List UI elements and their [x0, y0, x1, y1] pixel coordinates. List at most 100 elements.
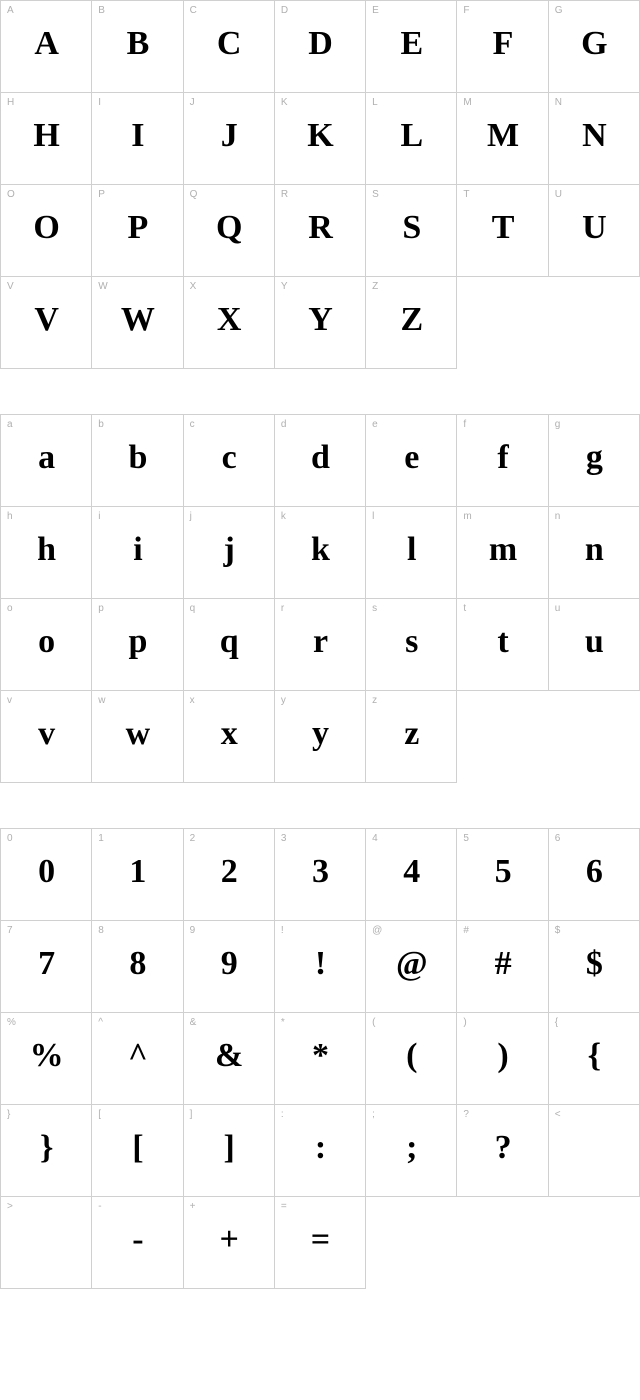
cell-label: 8 [98, 925, 104, 936]
cell-glyph: = [311, 1220, 329, 1258]
glyph-cell: ss [366, 599, 457, 691]
cell-glyph: R [308, 208, 332, 246]
cell-label: E [372, 5, 379, 16]
cell-label: z [372, 695, 377, 706]
cell-label: u [555, 603, 561, 614]
glyph-cell: TT [457, 185, 548, 277]
cell-label: ? [463, 1109, 469, 1120]
cell-glyph: & [215, 1036, 242, 1074]
glyph-cell: 99 [184, 921, 275, 1013]
cell-glyph: 7 [38, 944, 54, 982]
cell-glyph: x [221, 714, 237, 752]
cell-label: ) [463, 1017, 466, 1028]
cell-label: J [190, 97, 195, 108]
cell-label: m [463, 511, 471, 522]
cell-label: # [463, 925, 469, 936]
glyph-cell: dd [275, 415, 366, 507]
glyph-cell: 22 [184, 829, 275, 921]
glyph-cell: > [1, 1197, 92, 1289]
glyph-cell: SS [366, 185, 457, 277]
cell-label: } [7, 1109, 10, 1120]
empty-cell [457, 277, 548, 369]
cell-label: c [190, 419, 195, 430]
cell-glyph: [ [132, 1128, 142, 1166]
cell-label: S [372, 189, 379, 200]
cell-glyph: T [492, 208, 514, 246]
cell-label: ! [281, 925, 284, 936]
cell-label: @ [372, 925, 382, 936]
cell-glyph: } [40, 1128, 52, 1166]
glyph-cell: ?? [457, 1105, 548, 1197]
cell-glyph: e [404, 438, 418, 476]
cell-glyph: I [131, 116, 143, 154]
glyph-cell: ** [275, 1013, 366, 1105]
cell-label: 0 [7, 833, 13, 844]
cell-glyph: P [128, 208, 148, 246]
glyph-cell: !! [275, 921, 366, 1013]
glyph-cell: jj [184, 507, 275, 599]
cell-glyph: 1 [129, 852, 145, 890]
glyph-cell: vv [1, 691, 92, 783]
glyph-cell: -- [92, 1197, 183, 1289]
empty-cell [457, 1197, 548, 1289]
empty-cell [549, 691, 640, 783]
cell-glyph: y [312, 714, 328, 752]
cell-label: 7 [7, 925, 13, 936]
cell-label: L [372, 97, 378, 108]
glyph-cell: DD [275, 1, 366, 93]
glyph-cell: GG [549, 1, 640, 93]
glyph-cell: %% [1, 1013, 92, 1105]
cell-label: T [463, 189, 469, 200]
cell-label: g [555, 419, 561, 430]
cell-label: R [281, 189, 288, 200]
cell-label: a [7, 419, 13, 430]
glyph-cell: ]] [184, 1105, 275, 1197]
glyph-cell: kk [275, 507, 366, 599]
glyph-cell: gg [549, 415, 640, 507]
cell-glyph: K [307, 116, 332, 154]
cell-label: 4 [372, 833, 378, 844]
cell-label: V [7, 281, 14, 292]
cell-label: * [281, 1017, 285, 1028]
cell-glyph: ^ [128, 1036, 147, 1074]
cell-label: s [372, 603, 377, 614]
glyph-cell: hh [1, 507, 92, 599]
glyph-cell: II [92, 93, 183, 185]
cell-label: y [281, 695, 286, 706]
glyph-cell: 55 [457, 829, 548, 921]
glyph-cell: KK [275, 93, 366, 185]
cell-label: h [7, 511, 13, 522]
cell-label: x [190, 695, 195, 706]
cell-glyph: D [308, 24, 332, 62]
cell-glyph: ] [224, 1128, 234, 1166]
cell-glyph: 3 [312, 852, 328, 890]
cell-label: O [7, 189, 15, 200]
empty-cell [549, 1197, 640, 1289]
glyph-cell: rr [275, 599, 366, 691]
empty-cell [457, 691, 548, 783]
cell-glyph: n [585, 530, 603, 568]
cell-glyph: % [30, 1036, 63, 1074]
cell-glyph: E [400, 24, 422, 62]
glyph-cell: ^^ [92, 1013, 183, 1105]
cell-glyph: l [407, 530, 415, 568]
glyph-cell: ;; [366, 1105, 457, 1197]
glyph-cell: qq [184, 599, 275, 691]
cell-label: F [463, 5, 469, 16]
glyph-cell: xx [184, 691, 275, 783]
cell-glyph: H [33, 116, 58, 154]
glyph-cell: ii [92, 507, 183, 599]
cell-glyph: 2 [221, 852, 237, 890]
cell-glyph: v [38, 714, 54, 752]
glyph-cell: 77 [1, 921, 92, 1013]
glyph-cell: 11 [92, 829, 183, 921]
glyph-cell: ee [366, 415, 457, 507]
glyph-cell: zz [366, 691, 457, 783]
glyph-cell: cc [184, 415, 275, 507]
cell-glyph: V [34, 300, 58, 338]
cell-label: Z [372, 281, 378, 292]
glyph-cell: XX [184, 277, 275, 369]
cell-label: f [463, 419, 466, 430]
cell-glyph: t [497, 622, 507, 660]
cell-glyph: J [221, 116, 237, 154]
